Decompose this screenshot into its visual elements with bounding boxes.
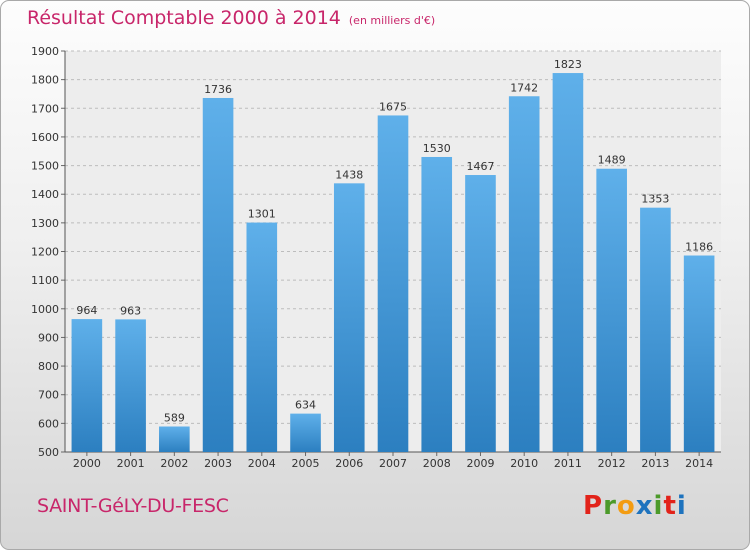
bar [421,156,453,452]
x-tick-label: 2003 [204,457,232,470]
bars [71,73,715,453]
bar [115,319,146,452]
data-label: 1353 [641,193,669,206]
bar [596,168,627,452]
data-label: 964 [76,304,97,317]
proxiti-logo: Proxiti [583,491,687,521]
y-tick-label: 1600 [31,131,59,144]
logo-letter: P [583,491,604,521]
logo-letter: i [676,491,687,521]
y-tick-label: 1700 [31,102,59,115]
x-tick-label: 2004 [248,457,276,470]
data-label: 1186 [685,241,713,254]
data-label: 1301 [248,208,276,221]
data-label: 1467 [466,160,494,173]
bar [246,222,278,452]
x-tick-label: 2005 [292,457,320,470]
x-tick-label: 2008 [423,457,451,470]
x-tick-label: 2010 [510,457,538,470]
bar [159,426,190,452]
data-label: 1736 [204,83,232,96]
data-label: 634 [295,399,316,412]
y-tick-label: 1800 [31,74,59,87]
x-tick-label: 2007 [379,457,407,470]
bar [377,115,409,453]
bar [71,319,103,452]
data-label: 1438 [335,168,363,181]
y-tick-label: 1300 [31,217,59,230]
y-tick-label: 1900 [31,45,59,58]
y-tick-label: 1500 [31,160,59,173]
logo-letter: r [603,491,617,521]
data-label: 1823 [554,58,582,71]
data-label: 1742 [510,81,538,94]
x-tick-label: 2002 [160,457,188,470]
x-tick-label: 2013 [641,457,669,470]
x-tick-label: 2006 [335,457,363,470]
y-tick-label: 1400 [31,188,59,201]
x-tick-label: 2000 [73,457,101,470]
logo-letter: t [663,491,677,521]
city-name: SAINT-GéLY-DU-FESC [37,495,229,517]
data-label: 1530 [423,142,451,155]
chart-title-text: Résultat Comptable 2000 à 2014 [27,7,341,29]
y-tick-label: 800 [38,360,59,373]
bar [290,413,321,452]
y-tick-label: 500 [38,446,59,459]
data-label: 1675 [379,100,407,113]
y-tick-label: 1000 [31,303,59,316]
y-tick-label: 900 [38,331,59,344]
y-tick-label: 1100 [31,274,59,287]
bar [683,255,715,452]
bar [508,96,540,453]
bar [465,175,496,453]
data-label: 963 [120,304,141,317]
y-tick-label: 1200 [31,246,59,259]
x-tick-label: 2001 [117,457,145,470]
chart-unit: (en milliers d'€) [348,14,436,27]
logo-letter: x [635,491,654,521]
bar [202,97,234,452]
bar [333,183,365,452]
y-tick-label: 600 [38,417,59,430]
data-label: 589 [164,412,185,425]
bar [640,207,671,452]
logo-letter: i [653,491,664,521]
x-tick-label: 2011 [554,457,582,470]
y-tick-label: 700 [38,389,59,402]
data-label: 1489 [598,154,626,167]
x-tick-label: 2012 [598,457,626,470]
bar [552,73,584,453]
labels: 500 600 700 800 900 1000 1100 1200 1300 1400 1500 1… [31,45,713,470]
x-tick-label: 2009 [466,457,494,470]
chart-title: Résultat Comptable 2000 à 2014 (en millie… [27,7,435,29]
x-tick-label: 2014 [685,457,713,470]
logo-letter: o [616,491,636,521]
